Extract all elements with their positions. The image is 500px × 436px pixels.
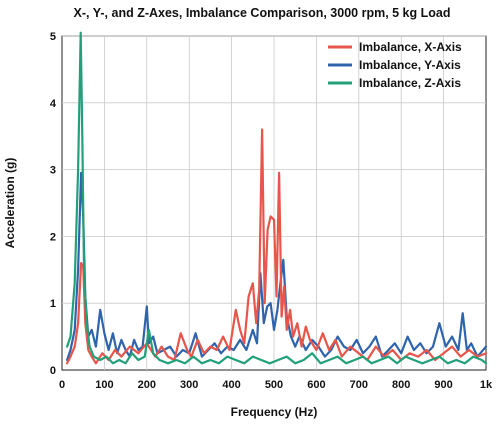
x-tick-label: 100 xyxy=(95,379,113,391)
y-axis-label: Acceleration (g) xyxy=(3,158,17,249)
y-tick-label: 5 xyxy=(50,31,56,43)
legend-label: Imbalance, Y-Axis xyxy=(359,58,461,72)
series-layer xyxy=(65,31,488,365)
y-axis-ticks: 0 1 2 3 4 5 xyxy=(50,31,57,377)
x-axis-ticks: 0 100 200 300 400 500 600 700 800 900 1k xyxy=(59,379,493,391)
y-tick-label: 1 xyxy=(50,298,56,310)
x-tick-label: 1k xyxy=(480,379,493,391)
x-tick-label: 300 xyxy=(180,379,198,391)
series-line-3 xyxy=(65,31,488,365)
legend-label: Imbalance, X-Axis xyxy=(359,40,462,54)
x-tick-label: 900 xyxy=(434,379,452,391)
x-tick-label: 700 xyxy=(350,379,368,391)
legend-label: Imbalance, Z-Axis xyxy=(359,76,461,90)
series-line-1 xyxy=(65,128,488,365)
x-tick-label: 0 xyxy=(59,379,65,391)
y-tick-label: 2 xyxy=(50,231,56,243)
grid xyxy=(62,35,486,370)
y-tick-label: 4 xyxy=(50,98,57,110)
x-tick-label: 800 xyxy=(392,379,410,391)
legend: Imbalance, X-Axis Imbalance, Y-Axis Imbala… xyxy=(328,40,462,90)
y-tick-label: 3 xyxy=(50,165,56,177)
x-tick-label: 400 xyxy=(222,379,240,391)
chart-title: X-, Y-, and Z-Axes, Imbalance Comparison… xyxy=(74,6,451,20)
x-tick-label: 600 xyxy=(307,379,325,391)
x-axis-label: Frequency (Hz) xyxy=(231,405,318,419)
x-tick-label: 500 xyxy=(265,379,283,391)
x-tick-label: 200 xyxy=(138,379,156,391)
y-tick-label: 0 xyxy=(50,365,56,377)
